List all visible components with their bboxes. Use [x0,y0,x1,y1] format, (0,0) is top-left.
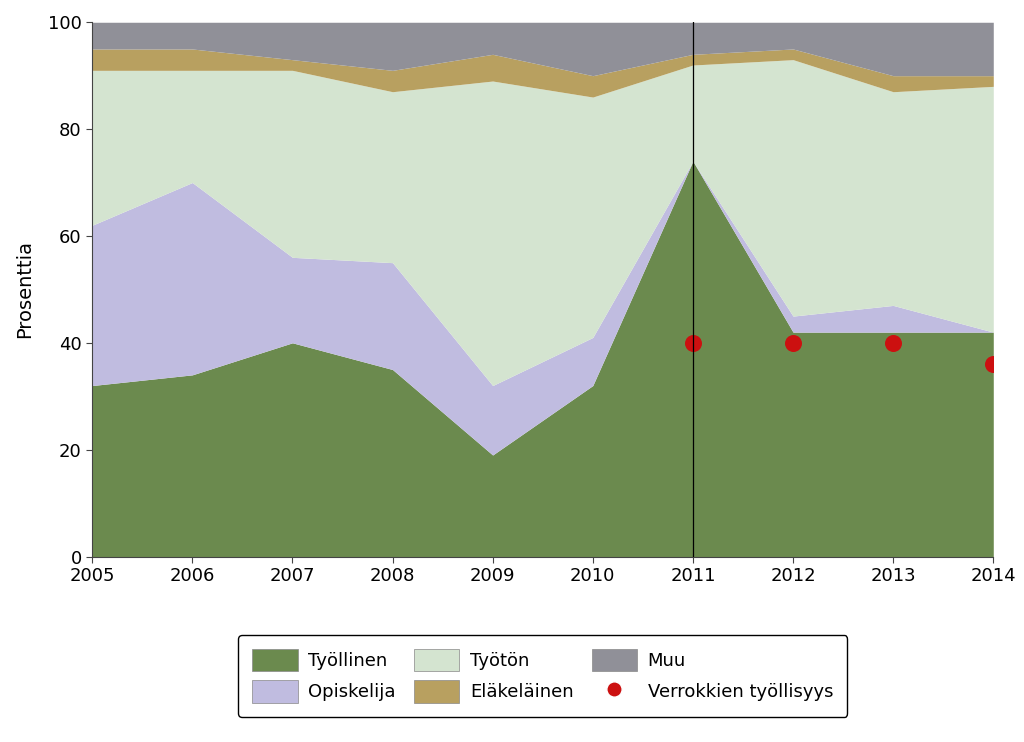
Point [784,337,801,349]
Legend: Työllinen, Opiskelija, Työtön, Eläkeläinen, Muu, Verrokkien työllisyys: Työllinen, Opiskelija, Työtön, Eläkeläin… [238,635,848,717]
Point [985,358,1001,370]
Y-axis label: Prosenttia: Prosenttia [15,240,34,338]
Point [885,337,901,349]
Point [685,337,701,349]
